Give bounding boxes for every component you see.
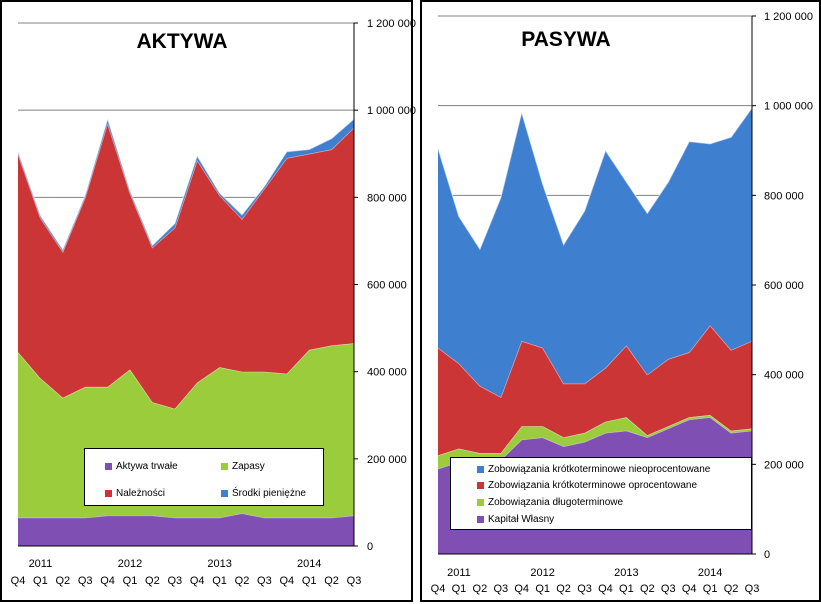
- legend-label: Zobowiązania długoterminowe: [488, 497, 624, 508]
- x-tick-label: Q3: [347, 575, 362, 587]
- y-tick-label: 1 200 000: [764, 11, 813, 23]
- x-tick-label: Q1: [212, 575, 227, 587]
- x-tick-label: Q3: [661, 583, 676, 595]
- x-tick-label: Q3: [78, 575, 93, 587]
- legend-label: Należności: [116, 488, 165, 499]
- x-year-label: 2014: [698, 567, 722, 579]
- x-tick-label: Q4: [190, 575, 205, 587]
- x-tick-label: Q3: [577, 583, 592, 595]
- x-year-label: 2011: [29, 558, 53, 570]
- legend-item-zapasy: Zapasy: [221, 461, 265, 472]
- x-tick-label: Q1: [535, 583, 550, 595]
- x-tick-label: Q1: [33, 575, 48, 587]
- y-tick-label: 1 200 000: [367, 18, 416, 30]
- y-tick-label: 800 000: [367, 192, 407, 204]
- x-year-label: 2013: [614, 567, 638, 579]
- x-year-label: 2013: [207, 558, 231, 570]
- y-tick-label: 400 000: [764, 370, 804, 382]
- x-tick-label: Q2: [473, 583, 488, 595]
- x-tick-label: Q3: [257, 575, 272, 587]
- x-tick-label: Q1: [302, 575, 317, 587]
- legend-swatch: [477, 499, 484, 506]
- area-aktywa-trwale: [18, 513, 354, 546]
- legend-swatch: [221, 490, 228, 497]
- x-tick-label: Q3: [745, 583, 760, 595]
- x-tick-label: Q2: [145, 575, 160, 587]
- x-tick-label: Q4: [11, 575, 26, 587]
- legend-item-zobowiazania-krotkoterminowe-oprocentowane: Zobowiązania krótkoterminowe oprocentowa…: [477, 480, 697, 491]
- x-tick-label: Q2: [235, 575, 250, 587]
- x-year-label: 2011: [447, 567, 471, 579]
- legend-swatch: [477, 466, 484, 473]
- area-edge-srodki-pieniezne: [17, 116, 355, 251]
- y-tick-label: 1 000 000: [367, 105, 416, 117]
- x-tick-label: Q4: [431, 583, 446, 595]
- legend-swatch: [105, 463, 112, 470]
- x-tick-label: Q3: [493, 583, 508, 595]
- x-tick-label: Q2: [55, 575, 70, 587]
- x-tick-label: Q3: [167, 575, 182, 587]
- y-tick-label: 1 000 000: [764, 101, 813, 113]
- y-tick-label: 0: [764, 549, 770, 561]
- chart-title: AKTYWA: [137, 30, 228, 53]
- x-tick-label: Q4: [100, 575, 115, 587]
- legend-label: Środki pieniężne: [232, 488, 306, 499]
- legend-item-zobowiazania-krotkoterminowe-nieoprocentowane: Zobowiązania krótkoterminowe nieoprocent…: [477, 464, 710, 475]
- area-zobowiazania-krotkoterminowe-nieoprocentowane: [438, 107, 752, 398]
- x-year-label: 2014: [297, 558, 321, 570]
- legend-label: Zapasy: [232, 461, 265, 472]
- x-year-label: 2012: [118, 558, 142, 570]
- x-tick-label: Q4: [682, 583, 697, 595]
- x-tick-label: Q1: [703, 583, 718, 595]
- pasywa-legend: Zobowiązania krótkoterminowe nieoprocent…: [450, 457, 752, 530]
- pasywa-chart-panel: 0 200 000 400 000 600 000 800 000 1 000 000 1 …: [420, 0, 821, 602]
- legend-swatch: [221, 463, 228, 470]
- legend-item-srodki-pieniezne: Środki pieniężne: [221, 488, 306, 499]
- y-tick-label: 600 000: [367, 280, 407, 292]
- y-tick-label: 200 000: [367, 454, 407, 466]
- legend-label: Kapitał Własny: [488, 514, 555, 525]
- x-tick-label: Q4: [514, 583, 529, 595]
- legend-item-zobowiazania-dlugoterminowe: Zobowiązania długoterminowe: [477, 497, 623, 508]
- y-tick-label: 600 000: [764, 280, 804, 292]
- legend-item-kapital-wlasny: Kapitał Własny: [477, 514, 554, 525]
- aktywa-chart: 0 200 000 400 000 600 000 800 000 1 000 000 1 …: [11, 18, 416, 587]
- legend-swatch: [105, 490, 112, 497]
- aktywa-chart-panel: 0 200 000 400 000 600 000 800 000 1 000 000 1 …: [0, 0, 416, 602]
- chart-title: PASYWA: [521, 28, 610, 51]
- y-tick-label: 200 000: [764, 459, 804, 471]
- legend-swatch: [477, 516, 484, 523]
- x-tick-label: Q2: [324, 575, 339, 587]
- x-tick-label: Q2: [640, 583, 655, 595]
- y-tick-label: 400 000: [367, 367, 407, 379]
- x-tick-label: Q1: [619, 583, 634, 595]
- aktywa-legend: Aktywa trwałe Zapasy Należności Środki pien…: [84, 448, 324, 506]
- area-edge-zobowiazania-krotkoterminowe-nieoprocentowane: [437, 107, 753, 251]
- x-tick-label: Q2: [724, 583, 739, 595]
- x-tick-label: Q4: [598, 583, 613, 595]
- legend-label: Zobowiązania krótkoterminowe oprocentowa…: [488, 480, 698, 491]
- legend-item-naleznosci: Należności: [105, 488, 165, 499]
- area-naleznosci: [18, 123, 354, 409]
- x-tick-label: Q2: [556, 583, 571, 595]
- legend-label: Aktywa trwałe: [116, 461, 178, 472]
- x-tick-label: Q4: [279, 575, 294, 587]
- y-tick-label: 800 000: [764, 190, 804, 202]
- x-year-label: 2012: [530, 567, 554, 579]
- legend-swatch: [477, 482, 484, 489]
- legend-label: Zobowiązania krótkoterminowe nieoprocent…: [488, 464, 711, 475]
- x-tick-label: Q1: [123, 575, 138, 587]
- y-tick-label: 0: [367, 541, 373, 553]
- x-tick-label: Q1: [452, 583, 467, 595]
- legend-item-aktywa-trwale: Aktywa trwałe: [105, 461, 178, 472]
